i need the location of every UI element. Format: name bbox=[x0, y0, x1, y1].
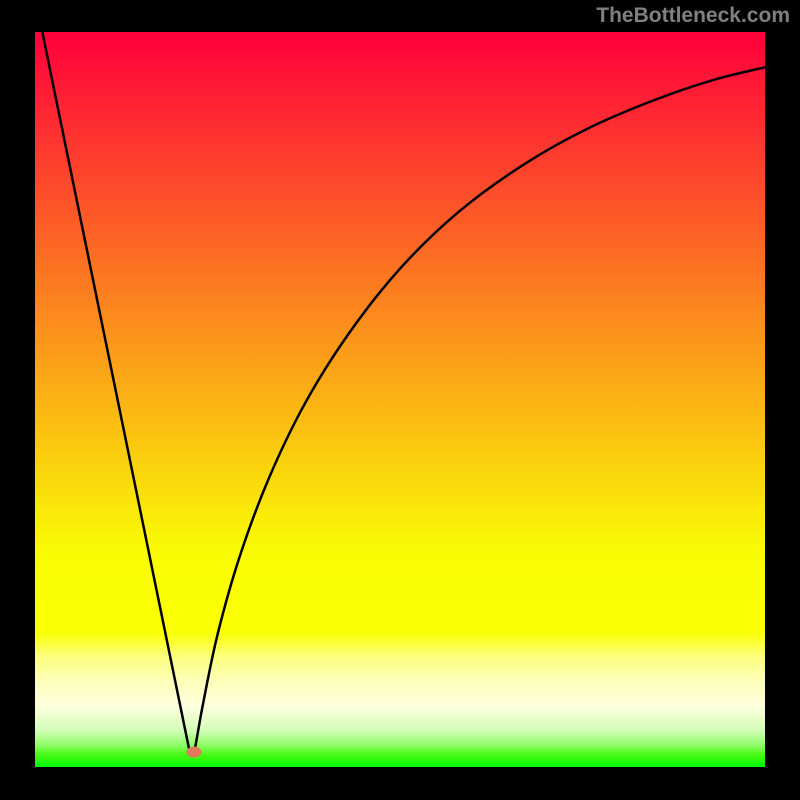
watermark-text: TheBottleneck.com bbox=[596, 4, 790, 28]
bottleneck-curve bbox=[42, 32, 765, 756]
chart-container: TheBottleneck.com bbox=[0, 0, 800, 800]
plot-area bbox=[35, 32, 765, 767]
vertex-marker bbox=[187, 747, 202, 758]
curve-svg bbox=[35, 32, 765, 767]
